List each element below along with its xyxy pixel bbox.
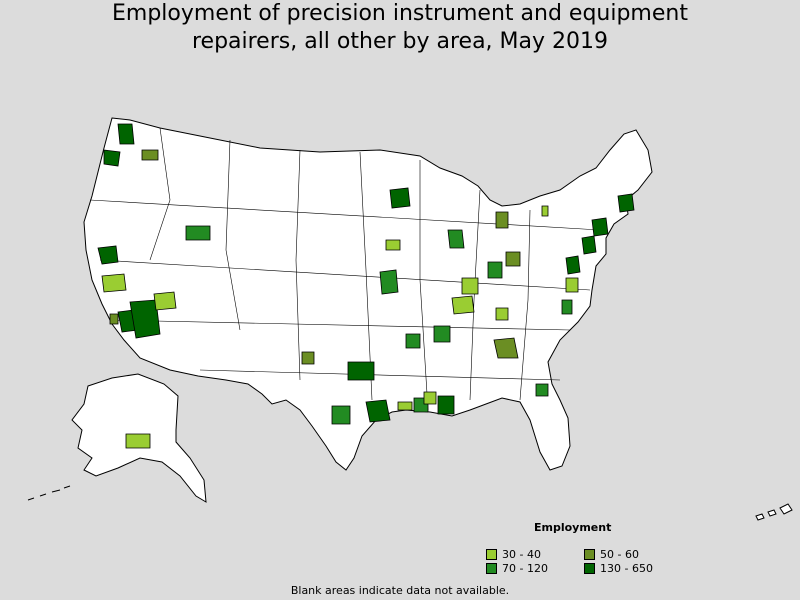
legend-item-70-120: 70 - 120	[486, 561, 548, 575]
legend-label: 130 - 650	[600, 561, 653, 575]
anchorage-area	[125, 433, 151, 449]
portland-area	[103, 149, 121, 167]
chicago-area	[447, 229, 465, 249]
detroit-area	[495, 211, 509, 229]
virginia-area	[565, 277, 579, 293]
map-title-line2: repairers, all other by area, May 2019	[191, 29, 609, 54]
ca-coast-area	[109, 313, 119, 325]
gulf-coast-area	[397, 401, 413, 411]
knoxville-area	[495, 307, 509, 321]
legend-label: 30 - 40	[502, 547, 541, 561]
aleutian-islands	[27, 485, 71, 501]
nashville-area	[451, 295, 475, 315]
legend-item-130-650: 130 - 650	[584, 561, 653, 575]
arkansas-area	[405, 333, 421, 349]
seattle-area	[117, 123, 135, 145]
legend-item-30-40: 30 - 40	[486, 547, 541, 561]
sf-bay-area	[97, 245, 119, 265]
philadelphia-area	[581, 235, 597, 255]
las-vegas-area	[153, 291, 177, 311]
map-legend: Employment 30 - 40 50 - 60 70 - 120 130 …	[486, 521, 686, 581]
richmond-area	[561, 299, 573, 315]
spokane-area	[141, 149, 159, 161]
houston-area	[365, 399, 391, 423]
jacksonville-area	[535, 383, 549, 397]
upstate-ny-area	[541, 205, 549, 217]
legend-swatch	[486, 548, 497, 560]
new-orleans-area	[437, 395, 455, 415]
footnote: Blank areas indicate data not available.	[290, 584, 510, 597]
boston-area	[617, 193, 635, 213]
omaha-area	[385, 239, 401, 251]
map-title-line1: Employment of precision instrument and e…	[112, 1, 688, 26]
salt-lake-area	[185, 225, 211, 241]
dc-area	[565, 255, 581, 275]
atlanta-area	[493, 337, 519, 359]
louisville-area	[461, 277, 479, 295]
kansas-city-area	[379, 269, 399, 295]
contiguous-us-outline	[83, 117, 653, 471]
legend-title: Employment	[534, 521, 612, 534]
dallas-area	[347, 361, 375, 381]
legend-label: 70 - 120	[502, 561, 548, 575]
minneapolis-area	[389, 187, 411, 209]
mississippi-area	[423, 391, 437, 405]
albuquerque-area	[301, 351, 315, 365]
legend-item-50-60: 50 - 60	[584, 547, 639, 561]
phoenix-area	[129, 299, 161, 339]
memphis-area	[433, 325, 451, 343]
legend-label: 50 - 60	[600, 547, 639, 561]
indianapolis-area	[487, 261, 503, 279]
legend-swatch	[584, 562, 595, 574]
columbus-area	[505, 251, 521, 267]
hawaii-islands	[755, 503, 793, 521]
new-york-area	[591, 217, 609, 237]
fresno-area	[101, 273, 127, 293]
shaded-areas	[97, 123, 635, 449]
map-title: Employment of precision instrument and e…	[0, 0, 800, 56]
legend-swatch	[486, 562, 497, 574]
area-boundaries	[89, 127, 601, 411]
austin-area	[331, 405, 351, 425]
legend-swatch	[584, 548, 595, 560]
